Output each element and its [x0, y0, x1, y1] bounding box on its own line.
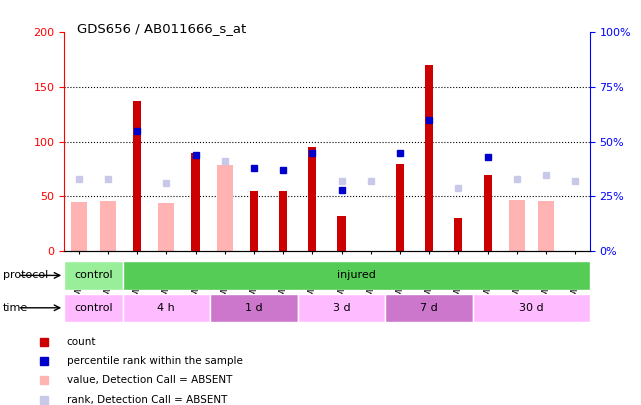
Bar	[217, 165, 233, 251]
Bar	[64, 261, 122, 290]
Bar	[509, 200, 525, 251]
Text: percentile rank within the sample: percentile rank within the sample	[67, 356, 242, 366]
Bar	[308, 147, 316, 251]
Bar	[71, 202, 87, 251]
Text: value, Detection Call = ABSENT: value, Detection Call = ABSENT	[67, 375, 232, 386]
Bar	[297, 294, 385, 322]
Text: 4 h: 4 h	[158, 303, 175, 313]
Bar	[425, 65, 433, 251]
Text: time: time	[3, 303, 28, 313]
Bar	[279, 191, 287, 251]
Text: 7 d: 7 d	[420, 303, 438, 313]
Bar	[100, 201, 116, 251]
Text: injured: injured	[337, 271, 376, 280]
Text: control: control	[74, 271, 113, 280]
Bar	[250, 191, 258, 251]
Bar	[338, 216, 345, 251]
Text: control: control	[74, 303, 113, 313]
Bar	[473, 294, 590, 322]
Bar	[158, 203, 174, 251]
Bar	[122, 294, 210, 322]
Bar	[454, 218, 462, 251]
Bar	[133, 101, 141, 251]
Text: 30 d: 30 d	[519, 303, 544, 313]
Bar	[538, 201, 554, 251]
Text: 3 d: 3 d	[333, 303, 351, 313]
Text: GDS656 / AB011666_s_at: GDS656 / AB011666_s_at	[77, 22, 246, 35]
Bar	[64, 294, 122, 322]
Text: 1 d: 1 d	[245, 303, 263, 313]
Text: protocol: protocol	[3, 271, 49, 280]
Text: rank, Detection Call = ABSENT: rank, Detection Call = ABSENT	[67, 394, 227, 405]
Bar	[385, 294, 473, 322]
Text: count: count	[67, 337, 96, 347]
Bar	[210, 294, 297, 322]
Bar	[192, 153, 199, 251]
Bar	[122, 261, 590, 290]
Bar	[483, 175, 492, 251]
Bar	[396, 164, 404, 251]
